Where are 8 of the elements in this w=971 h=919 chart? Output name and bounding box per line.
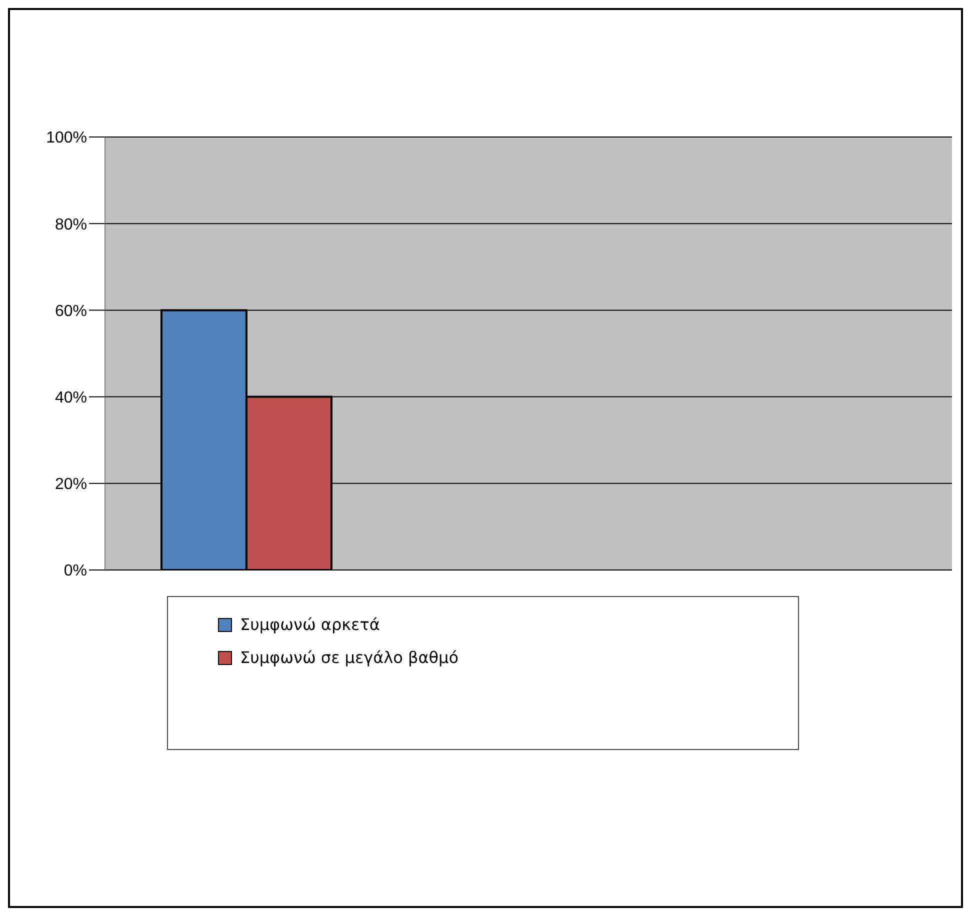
y-tick-label: 80% — [54, 216, 87, 234]
y-tick-label: 0% — [64, 562, 87, 580]
y-tick-label: 60% — [54, 302, 87, 320]
y-tick-label: 20% — [54, 476, 87, 494]
legend-label: Συμφωνώ σε μεγάλο βαθμό — [240, 648, 458, 667]
legend-label: Συμφωνώ αρκετά — [240, 615, 380, 634]
y-tick-label: 40% — [54, 389, 87, 406]
y-tick-label: 100% — [46, 130, 87, 147]
